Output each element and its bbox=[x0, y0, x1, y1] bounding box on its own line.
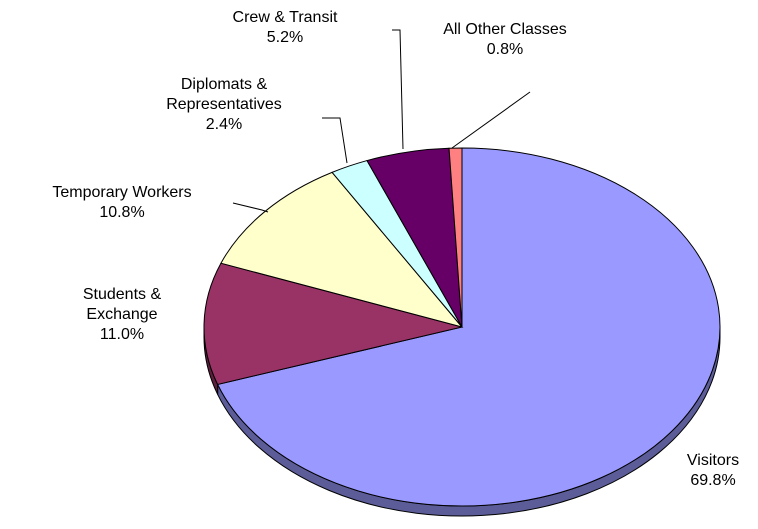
value-label: 0.8% bbox=[486, 41, 524, 58]
leader-line bbox=[232, 202, 269, 213]
leader-line bbox=[451, 91, 531, 149]
slice-label: Students & Exchange 11.0% bbox=[62, 285, 182, 345]
slice-label: Crew & Transit 5.2% bbox=[205, 8, 365, 48]
category-label: Diplomats & Representatives bbox=[166, 76, 282, 113]
category-label: Temporary Workers bbox=[52, 184, 192, 201]
slice bbox=[203, 262, 463, 386]
value-label: 69.8% bbox=[690, 472, 736, 489]
slice bbox=[448, 147, 463, 328]
value-label: 10.8% bbox=[99, 204, 145, 221]
value-label: 2.4% bbox=[205, 116, 243, 133]
slice-label: Diplomats & Representatives 2.4% bbox=[139, 75, 309, 135]
value-label: 11.0% bbox=[99, 326, 145, 343]
category-label: Visitors bbox=[686, 452, 740, 469]
leader-line bbox=[392, 29, 404, 150]
leader-line bbox=[322, 117, 348, 164]
category-label: All Other Classes bbox=[443, 21, 567, 38]
slice-label: Visitors 69.8% bbox=[653, 451, 758, 491]
value-label: 5.2% bbox=[266, 29, 304, 46]
category-label: Crew & Transit bbox=[232, 9, 338, 26]
slice bbox=[216, 147, 721, 507]
slice-label: Temporary Workers 10.8% bbox=[12, 183, 232, 223]
category-label: Students & Exchange bbox=[82, 286, 162, 323]
slice-label: All Other Classes 0.8% bbox=[415, 20, 595, 60]
